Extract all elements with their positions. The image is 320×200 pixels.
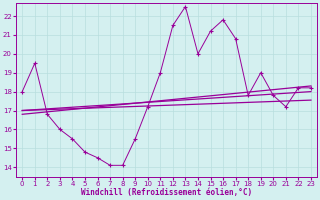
X-axis label: Windchill (Refroidissement éolien,°C): Windchill (Refroidissement éolien,°C)	[81, 188, 252, 197]
